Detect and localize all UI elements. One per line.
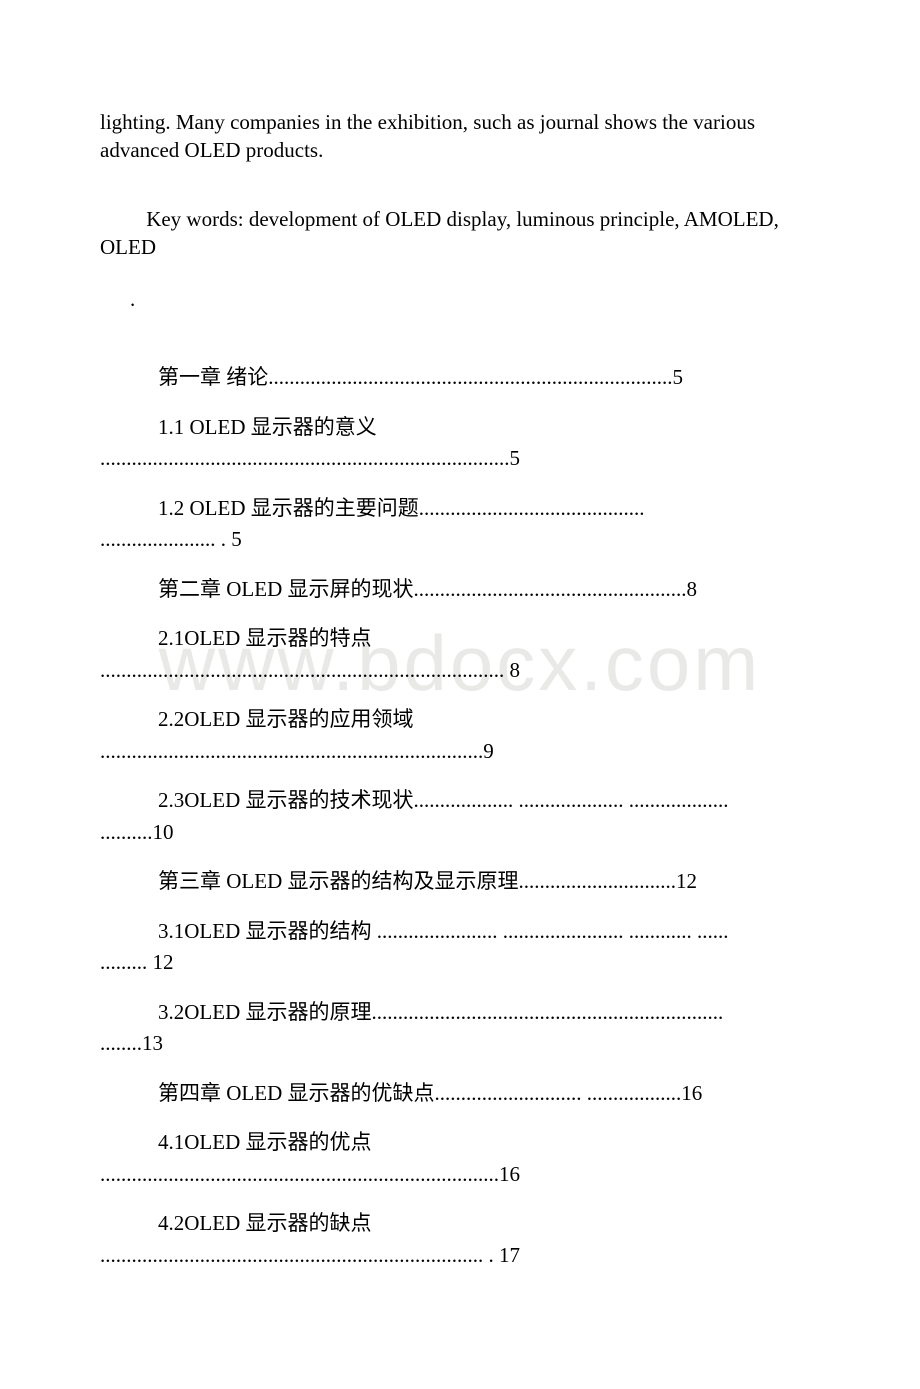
toc-4-2-title: 4.2OLED 显示器的缺点 bbox=[158, 1208, 820, 1240]
toc-2-1-dots: ........................................… bbox=[100, 655, 820, 687]
toc-section-4-1: 4.1OLED 显示器的优点 .........................… bbox=[100, 1127, 820, 1190]
toc-section-2-1: 2.1OLED 显示器的特点 .........................… bbox=[100, 623, 820, 686]
toc-1-1-dots: ........................................… bbox=[100, 443, 820, 475]
toc-3-1-dots: ......... 12 bbox=[100, 947, 820, 979]
document-content: lighting. Many companies in the exhibiti… bbox=[100, 108, 820, 1271]
toc-2-3-dots: ..........10 bbox=[100, 817, 820, 849]
toc-2-1-title: 2.1OLED 显示器的特点 bbox=[158, 623, 820, 655]
toc-chapter-4: 第四章 OLED 显示器的优缺点........................… bbox=[158, 1078, 820, 1110]
toc-2-3-title: 2.3OLED 显示器的技术现状................... ....… bbox=[158, 785, 820, 817]
toc-section-2-3: 2.3OLED 显示器的技术现状................... ....… bbox=[100, 785, 820, 848]
toc-3-1-title: 3.1OLED 显示器的结构 ....................... .… bbox=[158, 916, 820, 948]
toc-section-3-2: 3.2OLED 显示器的原理..........................… bbox=[100, 997, 820, 1060]
toc-section-3-1: 3.1OLED 显示器的结构 ....................... .… bbox=[100, 916, 820, 979]
toc-3-2-title: 3.2OLED 显示器的原理..........................… bbox=[158, 997, 820, 1029]
toc-2-2-dots: ........................................… bbox=[100, 736, 820, 768]
toc-section-4-2: 4.2OLED 显示器的缺点 .........................… bbox=[100, 1208, 820, 1271]
toc-section-1-1: 1.1 OLED 显示器的意义 ........................… bbox=[100, 412, 820, 475]
toc-chapter-1: 第一章 绪论..................................… bbox=[158, 362, 820, 394]
toc-4-1-title: 4.1OLED 显示器的优点 bbox=[158, 1127, 820, 1159]
table-of-contents: 第一章 绪论..................................… bbox=[100, 362, 820, 1271]
toc-1-2-title: 1.2 OLED 显示器的主要问题.......................… bbox=[158, 493, 820, 525]
stray-dot: . bbox=[130, 287, 820, 312]
toc-section-1-2: 1.2 OLED 显示器的主要问题.......................… bbox=[100, 493, 820, 556]
keywords-paragraph: Key words: development of OLED display, … bbox=[100, 205, 820, 262]
toc-1-1-title: 1.1 OLED 显示器的意义 bbox=[158, 412, 820, 444]
toc-section-2-2: 2.2OLED 显示器的应用领域 .......................… bbox=[100, 704, 820, 767]
toc-2-2-title: 2.2OLED 显示器的应用领域 bbox=[158, 704, 820, 736]
toc-3-2-dots: ........13 bbox=[100, 1028, 820, 1060]
toc-chapter-3: 第三章 OLED 显示器的结构及显示原理....................… bbox=[158, 866, 820, 898]
toc-chapter-2: 第二章 OLED 显示屏的现状.........................… bbox=[158, 574, 820, 606]
toc-4-1-dots: ........................................… bbox=[100, 1159, 820, 1191]
toc-1-2-dots: ...................... . 5 bbox=[100, 524, 820, 556]
toc-4-2-dots: ........................................… bbox=[100, 1240, 820, 1272]
intro-paragraph-1: lighting. Many companies in the exhibiti… bbox=[100, 108, 820, 165]
